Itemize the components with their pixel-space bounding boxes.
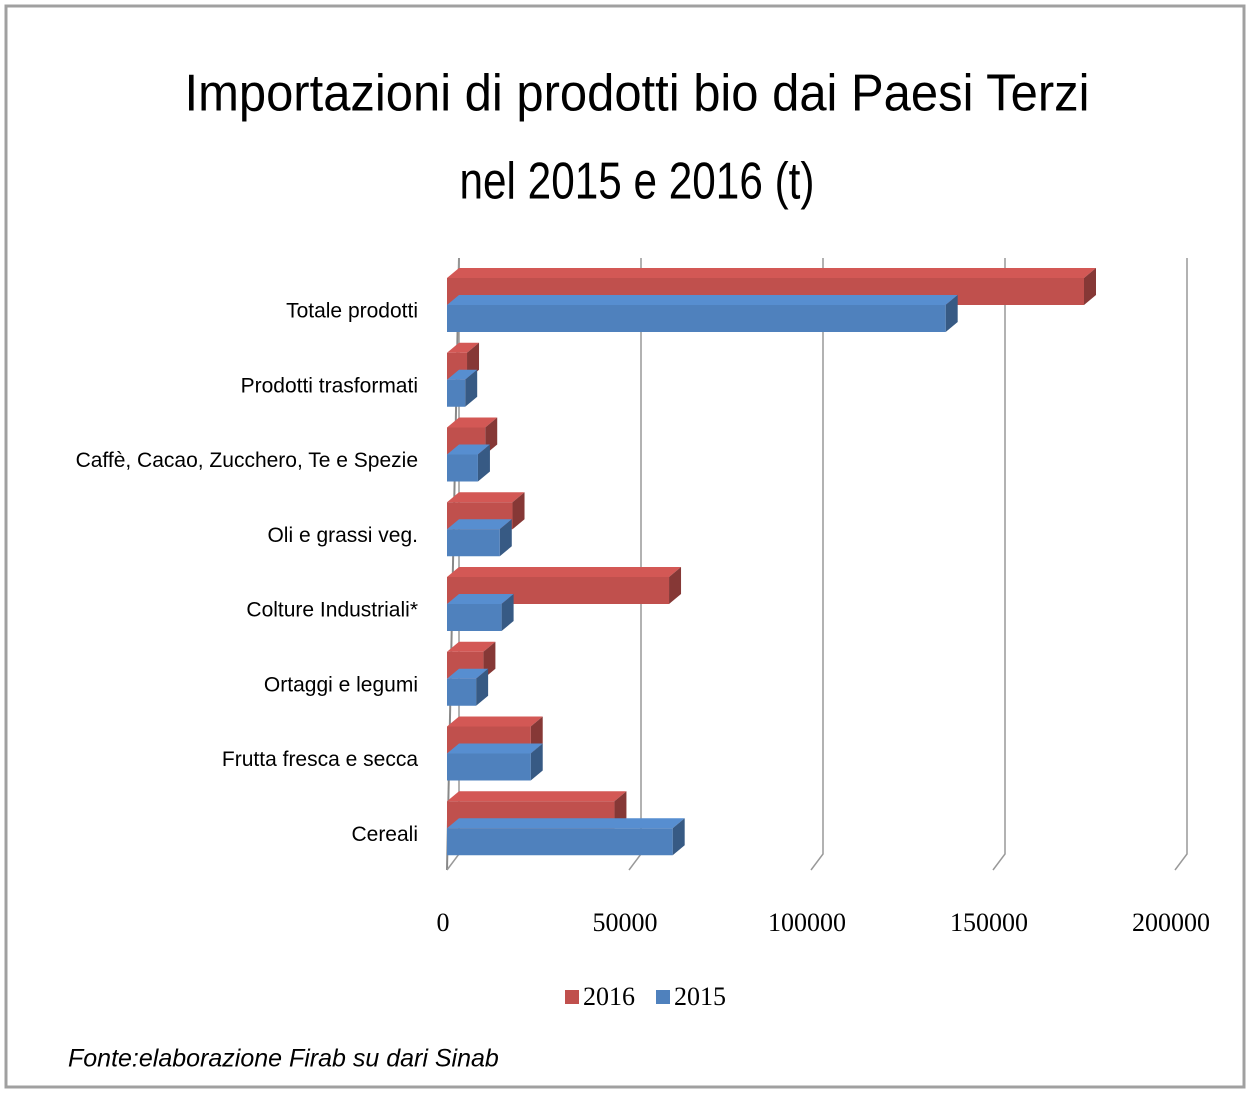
bar: [447, 604, 502, 631]
x-tick-label: 100000: [768, 908, 846, 937]
bar-side: [669, 567, 682, 604]
bar-top: [447, 268, 1096, 278]
chart-title: Importazioni di prodotti bio dai Paesi T…: [185, 65, 1090, 123]
bar-top: [447, 417, 498, 428]
bar-side: [512, 492, 525, 530]
bar: [447, 305, 946, 332]
bar-side: [672, 818, 685, 856]
bar-side: [465, 369, 478, 407]
bar-top: [447, 668, 489, 679]
bar-top: [447, 716, 543, 727]
bar: [447, 753, 531, 781]
grid-line: [810, 258, 824, 871]
bar-side: [945, 295, 958, 332]
grid-line: [992, 258, 1006, 871]
y-tick-label: Prodotti trasformati: [241, 374, 418, 397]
legend-label: 2015: [674, 982, 726, 1011]
y-tick-label: Colture Industriali*: [246, 599, 418, 622]
chart-subtitle: nel 2015 e 2016 (t): [460, 153, 815, 211]
bar-top: [447, 791, 627, 802]
frame: [4, 4, 1246, 1089]
bar-side: [530, 743, 543, 781]
legend-label: 2016: [583, 982, 635, 1011]
y-tick-label: Cereali: [351, 823, 418, 846]
legend-swatch: [565, 990, 579, 1004]
bar: [447, 454, 478, 482]
y-tick-label: Frutta fresca e secca: [222, 748, 418, 771]
bar-top: [447, 743, 543, 754]
grid-line: [1174, 258, 1188, 871]
bar: [447, 529, 500, 557]
x-tick-label: 50000: [593, 908, 658, 937]
x-tick-label: 200000: [1132, 908, 1210, 937]
x-tick-label: 0: [437, 908, 450, 937]
bar-side: [477, 444, 490, 482]
bar-side: [476, 668, 489, 706]
x-tick-label: 150000: [950, 908, 1028, 937]
bar-top: [447, 342, 480, 353]
bar-top: [447, 594, 514, 604]
y-tick-label: Oli e grassi veg.: [267, 524, 418, 547]
bar-top: [447, 492, 525, 503]
source-note: Fonte:elaborazione Firab su dari Sinab: [68, 1045, 499, 1073]
y-tick-label: Totale prodotti: [286, 300, 418, 323]
bar: [447, 379, 466, 407]
y-tick-label: Caffè, Cacao, Zucchero, Te e Spezie: [76, 449, 418, 472]
y-tick-label: Ortaggi e legumi: [264, 673, 418, 696]
bar-side: [501, 594, 514, 631]
legend-swatch: [656, 990, 670, 1004]
bar-top: [447, 519, 512, 530]
bar-top: [447, 444, 490, 455]
bar-side: [499, 519, 512, 557]
bar: [447, 678, 477, 706]
bar-top: [447, 369, 478, 380]
bar-top: [447, 567, 682, 577]
bar-top: [447, 818, 685, 829]
bar-top: [447, 295, 958, 305]
bar: [447, 828, 673, 856]
bar-top: [447, 641, 496, 652]
bar-side: [1084, 268, 1096, 305]
